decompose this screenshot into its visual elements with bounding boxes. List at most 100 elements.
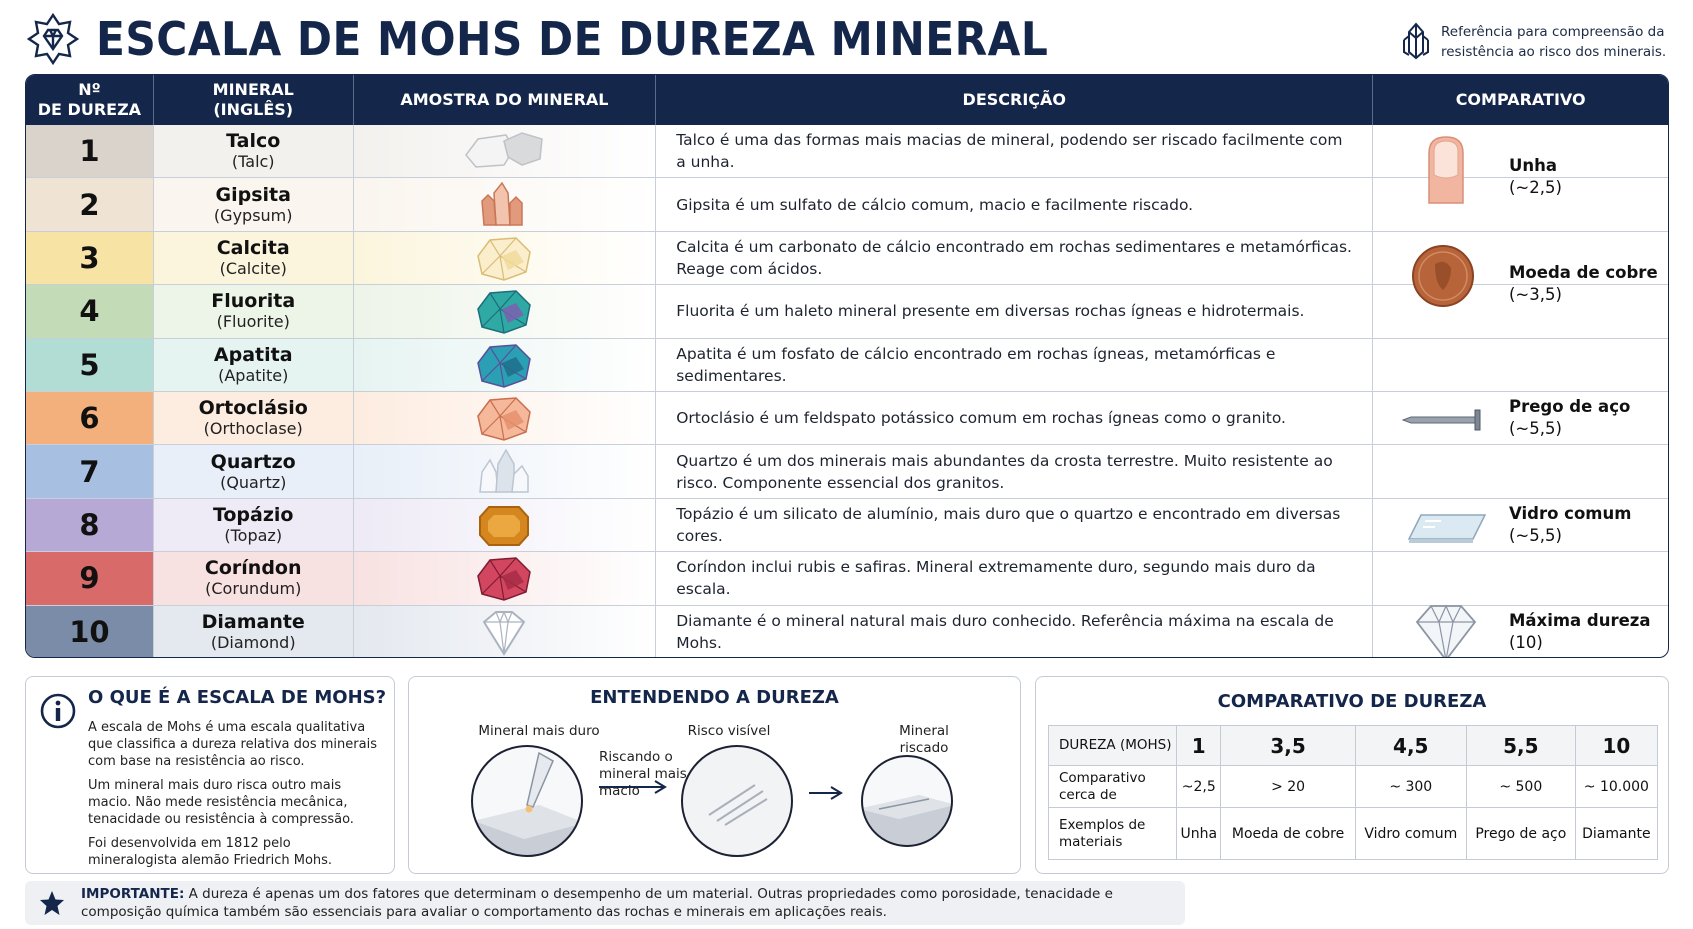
mineral-sample-image — [477, 343, 532, 388]
copper-coin-icon — [1412, 244, 1474, 307]
mineral-name-cell: Quartzo (Quartz) — [153, 445, 354, 498]
comparison-value: (~5,5) — [1509, 419, 1562, 438]
approx-value: ~ 300 — [1354, 765, 1467, 808]
example-material: Prego de aço — [1465, 807, 1576, 860]
comparison-item: Vidro comum (~5,5) — [1373, 499, 1668, 553]
hardness-value: 10 — [1574, 725, 1659, 766]
mineral-name-pt: Coríndon — [204, 557, 302, 580]
row-label: DUREZA (MOHS) — [1048, 725, 1177, 766]
crystal-icon — [1403, 22, 1429, 60]
comparison-name: Vidro comum — [1509, 503, 1632, 523]
scratched-mineral-illustration — [861, 755, 953, 847]
mineral-sample-cell — [353, 391, 657, 445]
row-label: Comparativo cerca de — [1048, 765, 1177, 808]
hardness-number: 6 — [26, 391, 154, 445]
gem-emblem-icon — [26, 12, 80, 66]
mineral-sample-image — [477, 397, 532, 441]
mineral-name-en: (Gypsum) — [213, 205, 293, 225]
mineral-name-en: (Apatite) — [218, 365, 289, 385]
hardness-number: 4 — [26, 285, 154, 338]
mineral-sample-image — [465, 132, 544, 168]
mineral-sample-cell — [353, 231, 657, 285]
comparison-empty-cell — [1373, 552, 1668, 606]
mineral-name-cell: Coríndon (Corundum) — [153, 552, 354, 605]
table-row: 7 Quartzo (Quartz) Quartzo é um dos mine… — [26, 445, 1668, 499]
comparison-value: (~2,5) — [1509, 178, 1562, 197]
table-row: Exemplos de materiais Unha Moeda de cobr… — [1048, 807, 1659, 860]
table-row: 1 Talco (Talc) Talco é uma das formas ma… — [26, 125, 1668, 179]
hardness-comparison-table: DUREZA (MOHS) 1 3,5 4,5 5,5 10 Comparati… — [1048, 725, 1659, 860]
mineral-name-cell: Gipsita (Gypsum) — [153, 178, 354, 231]
approx-value: ~ 500 — [1465, 765, 1576, 808]
star-icon — [40, 891, 64, 915]
hard-mineral-scratch-illustration — [471, 745, 583, 857]
hardness-comparison-panel: COMPARATIVO DE DUREZA DUREZA (MOHS) 1 3,… — [1035, 676, 1669, 874]
mineral-name-en: (Orthoclase) — [203, 419, 303, 439]
comparison-item: Moeda de cobre (~3,5) — [1373, 232, 1668, 339]
hardness-number: 2 — [26, 178, 154, 231]
panel-title: O QUE É A ESCALA DE MOHS? — [88, 687, 387, 708]
mineral-sample-image — [479, 448, 530, 493]
mineral-description: Quartzo é um dos minerais mais abundante… — [656, 445, 1374, 498]
mineral-name-cell: Diamante (Diamond) — [153, 605, 354, 657]
note-body: A dureza é apenas um dos fatores que det… — [81, 886, 1113, 920]
hardness-number: 8 — [26, 498, 154, 552]
mineral-name-pt: Quartzo — [210, 450, 296, 473]
understanding-hardness-panel: ENTENDENDO A DUREZA Mineral mais duro Ri… — [408, 676, 1021, 874]
mineral-sample-cell — [353, 605, 657, 657]
reference-note: Referência para compreensão da resistênc… — [1401, 16, 1671, 64]
mineral-name-cell: Talco (Talc) — [153, 125, 354, 178]
mineral-description: Diamante é o mineral natural mais duro c… — [656, 605, 1374, 657]
glass-pane-icon — [1407, 514, 1487, 543]
header-sample: AMOSTRA DO MINERAL — [354, 75, 657, 125]
mineral-sample-cell — [353, 285, 657, 338]
note-text: IMPORTANTE: A dureza é apenas um dos fat… — [81, 885, 1171, 921]
comparison-text: Unha (~2,5) — [1509, 155, 1562, 199]
visible-scratch-illustration — [681, 745, 793, 857]
table-row: 6 Ortoclásio (Orthoclase) Ortoclásio é u… — [26, 391, 1668, 446]
example-material: Vidro comum — [1354, 807, 1467, 860]
table-row: Comparativo cerca de ~2,5 > 20 ~ 300 ~ 5… — [1048, 765, 1659, 808]
approx-value: ~2,5 — [1175, 765, 1222, 808]
panel-title: ENTENDENDO A DUREZA — [590, 687, 839, 708]
mineral-name-cell: Topázio (Topaz) — [153, 498, 354, 552]
info-icon — [40, 693, 76, 729]
hardness-value: 1 — [1175, 725, 1222, 766]
mineral-name-pt: Gipsita — [215, 183, 291, 206]
header-mineral: MINERAL (INGLÊS) — [154, 75, 354, 125]
comparison-value: (10) — [1509, 632, 1543, 652]
paragraph: A escala de Mohs é uma escala qualitativ… — [88, 720, 377, 769]
mineral-name-en: (Quartz) — [220, 472, 287, 492]
mineral-name-pt: Calcita — [216, 236, 290, 259]
panel-title: COMPARATIVO DE DUREZA — [1217, 691, 1487, 712]
mineral-name-cell: Fluorita (Fluorite) — [153, 285, 354, 338]
arrow-right-icon — [809, 786, 843, 800]
header-comparison: COMPARATIVO — [1455, 90, 1586, 109]
table-header: Nº DE DUREZA MINERAL (INGLÊS) AMOSTRA DO… — [26, 75, 1668, 125]
comparison-item: Prego de aço (~5,5) — [1373, 392, 1668, 446]
hardness-number: 9 — [26, 552, 154, 605]
label-hard-mineral: Mineral mais duro — [478, 723, 600, 739]
table-row: 5 Apatita (Apatite) Apatita é um fosfato… — [26, 338, 1668, 392]
mineral-description: Ortoclásio é um feldspato potássico comu… — [656, 391, 1374, 445]
mineral-sample-image — [477, 237, 532, 281]
mineral-name-pt: Diamante — [201, 610, 305, 633]
table-row: 3 Calcita (Calcite) Calcita é um carbona… — [26, 231, 1668, 286]
panel-body: A escala de Mohs é uma escala qualitativ… — [88, 719, 380, 876]
reference-text: Referência para compreensão da resistênc… — [1441, 24, 1667, 60]
mineral-sample-image — [477, 290, 532, 335]
diamond-icon — [1415, 604, 1477, 657]
example-material: Moeda de cobre — [1220, 807, 1356, 860]
comparison-text: Máxima dureza (10) — [1509, 610, 1651, 654]
approx-value: > 20 — [1220, 765, 1356, 808]
mineral-sample-image — [477, 557, 532, 602]
mineral-sample-image — [479, 505, 530, 546]
comparison-name: Máxima dureza — [1509, 610, 1651, 630]
mineral-name-pt: Ortoclásio — [198, 397, 308, 420]
hardness-value: 4,5 — [1354, 725, 1467, 766]
hardness-number: 10 — [26, 605, 154, 657]
mineral-description: Gipsita é um sulfato de cálcio comum, ma… — [656, 178, 1374, 231]
example-material: Diamante — [1574, 807, 1659, 860]
mineral-name-cell: Apatita (Apatite) — [153, 338, 354, 391]
mineral-sample-image — [483, 610, 526, 656]
